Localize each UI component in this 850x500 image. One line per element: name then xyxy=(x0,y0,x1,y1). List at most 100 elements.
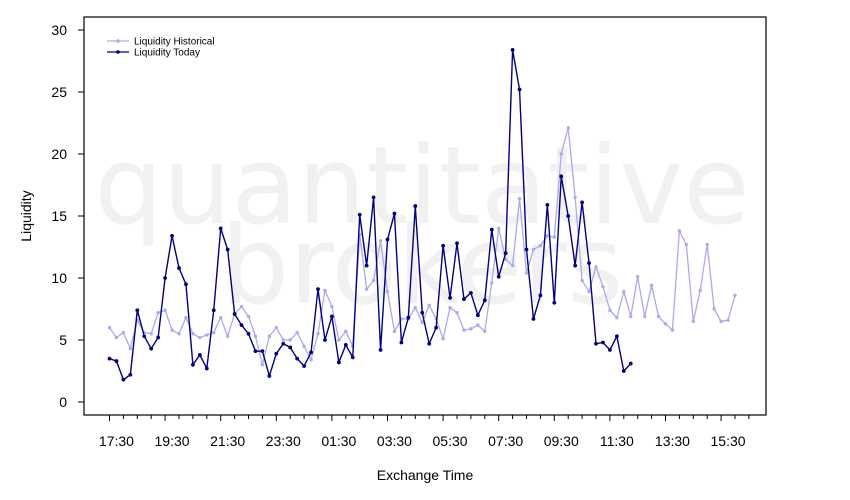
data-point xyxy=(225,247,230,252)
data-point xyxy=(260,363,265,367)
legend-marker xyxy=(116,39,120,43)
data-point xyxy=(545,202,550,207)
data-point xyxy=(621,369,626,373)
y-tick-label: 30 xyxy=(51,22,67,38)
data-point xyxy=(420,320,424,325)
data-point xyxy=(128,372,133,377)
data-point xyxy=(204,366,209,371)
x-tick-label: 03:30 xyxy=(377,433,412,449)
data-point xyxy=(455,241,459,246)
data-point xyxy=(712,307,716,311)
y-tick-label: 5 xyxy=(59,332,67,348)
data-point xyxy=(566,214,571,218)
data-point xyxy=(642,314,647,319)
data-point xyxy=(288,345,293,350)
data-point xyxy=(198,335,202,340)
data-point xyxy=(677,229,682,233)
data-point xyxy=(392,211,397,216)
data-point xyxy=(441,243,445,248)
data-point xyxy=(288,338,292,342)
data-point xyxy=(455,311,459,315)
data-point xyxy=(691,319,695,324)
data-point xyxy=(378,239,383,243)
data-point xyxy=(614,334,619,339)
data-point xyxy=(719,319,723,324)
data-point xyxy=(524,247,529,252)
data-point xyxy=(385,289,390,294)
data-point xyxy=(496,274,501,279)
data-point xyxy=(114,359,119,363)
x-tick-label: 11:30 xyxy=(600,433,634,449)
data-point xyxy=(135,308,140,313)
data-point xyxy=(594,265,598,269)
data-point xyxy=(670,328,675,332)
data-point xyxy=(608,308,612,312)
data-point xyxy=(580,200,584,205)
data-point xyxy=(323,338,327,342)
data-point xyxy=(427,303,431,307)
data-point xyxy=(364,263,369,268)
data-point xyxy=(350,355,355,360)
data-point xyxy=(246,331,251,336)
series-today xyxy=(107,47,633,382)
legend-marker xyxy=(116,50,120,54)
data-point xyxy=(517,196,522,201)
data-point xyxy=(399,340,404,345)
data-point xyxy=(309,350,313,355)
data-point xyxy=(462,297,466,301)
data-point xyxy=(497,226,501,231)
data-point xyxy=(489,227,494,232)
data-point xyxy=(316,287,320,292)
data-point xyxy=(253,349,258,354)
data-point xyxy=(225,334,230,338)
data-point xyxy=(510,263,515,268)
data-point xyxy=(580,278,584,283)
x-tick-label: 19:30 xyxy=(155,433,190,449)
data-point xyxy=(622,289,626,294)
data-point xyxy=(475,313,480,318)
data-point xyxy=(413,306,417,310)
data-point xyxy=(197,352,202,357)
data-point xyxy=(629,314,633,319)
data-point xyxy=(142,334,147,339)
series-historical xyxy=(107,126,737,367)
watermark-line-1: quantitative xyxy=(94,124,749,249)
legend-label: Liquidity Historical xyxy=(134,37,215,48)
data-point xyxy=(517,87,522,92)
data-point xyxy=(323,288,327,293)
data-point xyxy=(121,377,126,382)
data-point xyxy=(705,242,709,247)
data-point xyxy=(184,315,188,320)
y-axis: 0 5 10 15 20 25 30 xyxy=(51,22,85,410)
data-point xyxy=(232,312,237,316)
y-tick-label: 25 xyxy=(51,84,67,100)
data-point xyxy=(163,308,167,312)
x-tick-label: 07:30 xyxy=(488,433,523,449)
data-point xyxy=(302,344,306,348)
data-point xyxy=(191,332,195,336)
data-point xyxy=(371,278,376,283)
data-point xyxy=(218,226,223,231)
data-point xyxy=(274,325,278,330)
data-point xyxy=(573,195,577,200)
data-point xyxy=(448,295,452,300)
data-point xyxy=(601,284,605,289)
data-point xyxy=(601,340,605,345)
data-point xyxy=(316,332,320,336)
data-point xyxy=(114,335,119,340)
data-point xyxy=(219,315,223,320)
data-point xyxy=(371,195,376,200)
data-point xyxy=(490,281,494,285)
data-point xyxy=(573,263,578,268)
x-axis-title: Exchange Time xyxy=(377,467,474,483)
data-point xyxy=(434,325,439,330)
data-point xyxy=(163,276,168,280)
data-point xyxy=(608,348,612,352)
data-point xyxy=(510,47,515,52)
data-point xyxy=(698,288,702,293)
data-point xyxy=(239,323,244,328)
data-point xyxy=(364,287,369,291)
data-point xyxy=(649,283,654,288)
data-point xyxy=(205,333,209,337)
data-point xyxy=(524,271,529,275)
